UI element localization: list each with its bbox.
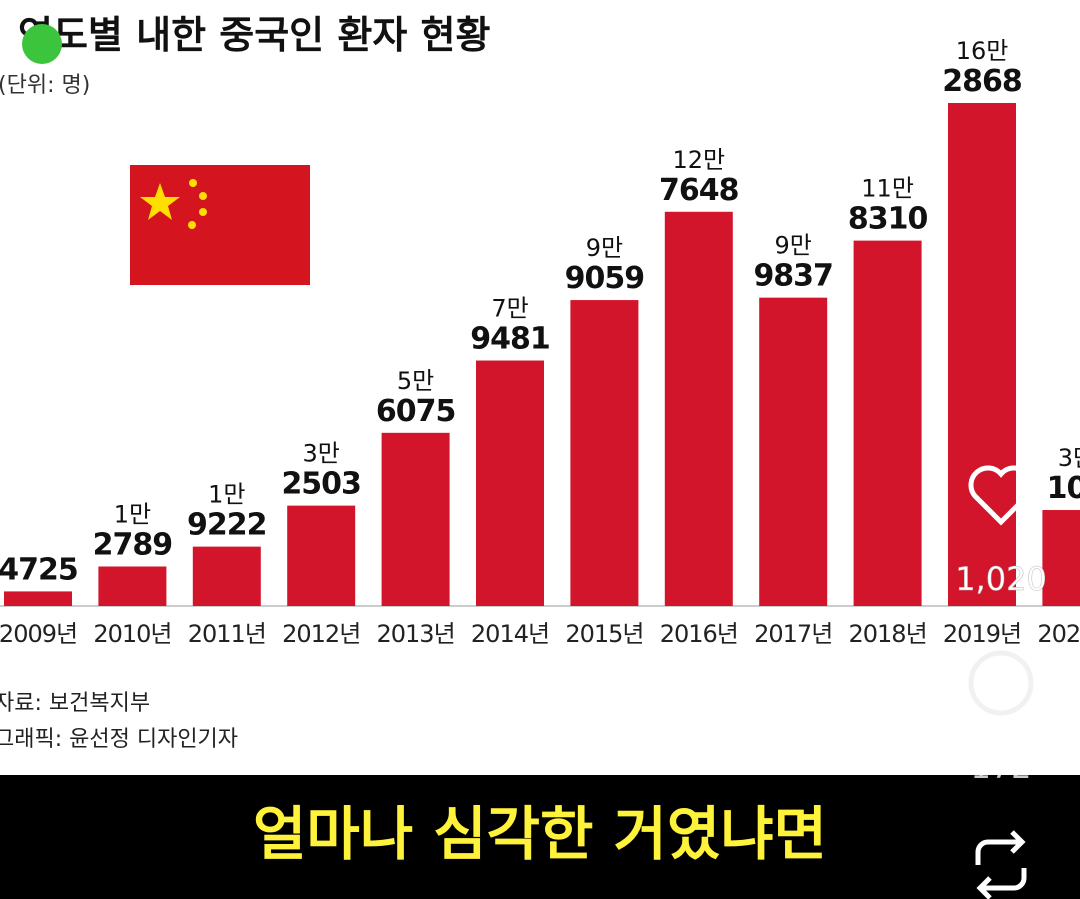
bar <box>570 300 639 606</box>
repost-button[interactable] <box>975 830 1027 899</box>
value-label: 2868 <box>942 64 1022 99</box>
value-label: 3만 <box>1058 444 1080 472</box>
x-tick-label: 2014년 <box>471 620 549 648</box>
x-tick-label: 2011년 <box>188 620 266 648</box>
value-label: 11만 <box>861 175 914 203</box>
x-tick-label: 2017년 <box>754 620 832 648</box>
value-label: 9481 <box>470 322 550 357</box>
bar <box>948 103 1016 606</box>
x-tick-label: 2020년 <box>1037 620 1080 648</box>
value-label: 8310 <box>848 202 928 237</box>
value-label: 2789 <box>93 528 173 563</box>
value-label: 5만 <box>397 367 434 395</box>
bar <box>759 297 828 606</box>
caption: 얼마나 심각한 거였냐면 <box>253 800 827 868</box>
caption-bar <box>0 775 1080 899</box>
value-label: 9만 <box>775 232 812 260</box>
bar <box>476 360 544 606</box>
bar <box>192 546 261 606</box>
bar <box>1042 510 1080 606</box>
x-tick-label: 2010년 <box>93 620 171 648</box>
value-label: 1만 <box>208 481 245 509</box>
value-label: 12만 <box>672 146 725 174</box>
chart-title: 연도별 내한 중국인 환자 현황 <box>18 13 490 57</box>
value-label: 7648 <box>659 173 739 208</box>
value-label: 16만 <box>956 37 1009 65</box>
value-label: 9059 <box>565 261 645 296</box>
x-tick-label: 2016년 <box>660 620 738 648</box>
value-label: 1만 <box>114 501 151 529</box>
bar <box>853 240 922 607</box>
value-label: 108 <box>1047 471 1080 506</box>
value-label: 2503 <box>281 467 361 502</box>
value-label: 4725 <box>0 552 78 587</box>
x-tick-label: 2013년 <box>377 620 455 648</box>
value-label: 9837 <box>753 259 833 294</box>
value-label: 9만 <box>586 234 623 262</box>
value-label: 6075 <box>376 394 456 429</box>
bar <box>381 432 450 606</box>
bar <box>664 211 733 606</box>
x-tick-label: 2018년 <box>849 620 927 648</box>
value-label: 3만 <box>303 440 340 468</box>
x-tick-label: 2009년 <box>0 620 77 648</box>
comment-count: 172 <box>970 748 1031 786</box>
avatar-dot <box>22 24 62 64</box>
bar <box>287 505 356 606</box>
comment-button[interactable] <box>968 650 1034 716</box>
like-count: 1,020 <box>955 560 1047 598</box>
flag <box>130 165 310 285</box>
bar <box>98 566 167 606</box>
value-label: 7만 <box>491 295 528 323</box>
bar <box>4 591 72 606</box>
source-note: 자료: 보건복지부 <box>0 691 150 716</box>
x-tick-label: 2012년 <box>282 620 360 648</box>
x-tick-label: 2015년 <box>565 620 643 648</box>
like-button[interactable] <box>968 465 1034 526</box>
x-tick-label: 2019년 <box>943 620 1021 648</box>
value-label: 9222 <box>187 508 267 543</box>
credit-note: 그래픽: 윤선정 디자인기자 <box>0 727 238 752</box>
chart-subtitle: (단위: 명) <box>0 73 90 98</box>
